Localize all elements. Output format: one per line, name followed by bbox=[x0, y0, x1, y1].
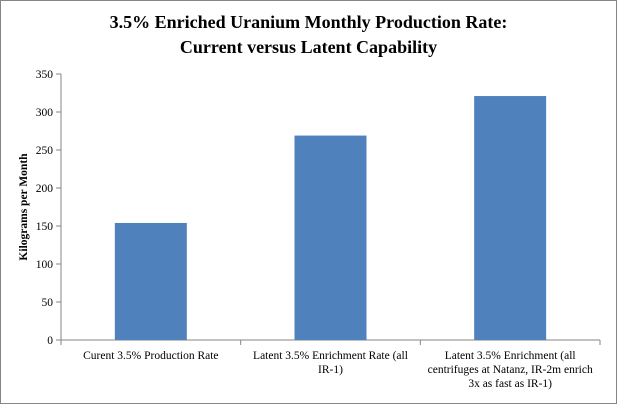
y-tick-label: 150 bbox=[36, 221, 54, 233]
y-tick-label: 200 bbox=[36, 183, 54, 195]
x-tick-label: Curent 3.5% Production Rate bbox=[83, 350, 219, 362]
y-tick-label: 0 bbox=[47, 335, 53, 347]
x-tick-label: Latent 3.5% Enrichment Rate (all IR-1) bbox=[253, 350, 408, 376]
bar bbox=[474, 96, 547, 340]
y-tick-label: 50 bbox=[42, 297, 54, 309]
x-tick-label: Latent 3.5% Enrichment (all centrifuges … bbox=[427, 350, 593, 390]
bar bbox=[114, 222, 187, 340]
chart-title: 3.5% Enriched Uranium Monthly Production… bbox=[0, 10, 617, 60]
bar bbox=[294, 135, 367, 340]
chart-title-line-1: 3.5% Enriched Uranium Monthly Production… bbox=[109, 12, 508, 32]
chart-title-line-2: Current versus Latent Capability bbox=[179, 37, 438, 57]
y-tick-label: 250 bbox=[36, 145, 54, 157]
y-tick-label: 100 bbox=[36, 259, 54, 271]
y-tick-label: 350 bbox=[36, 69, 54, 81]
y-tick-label: 300 bbox=[36, 107, 54, 119]
